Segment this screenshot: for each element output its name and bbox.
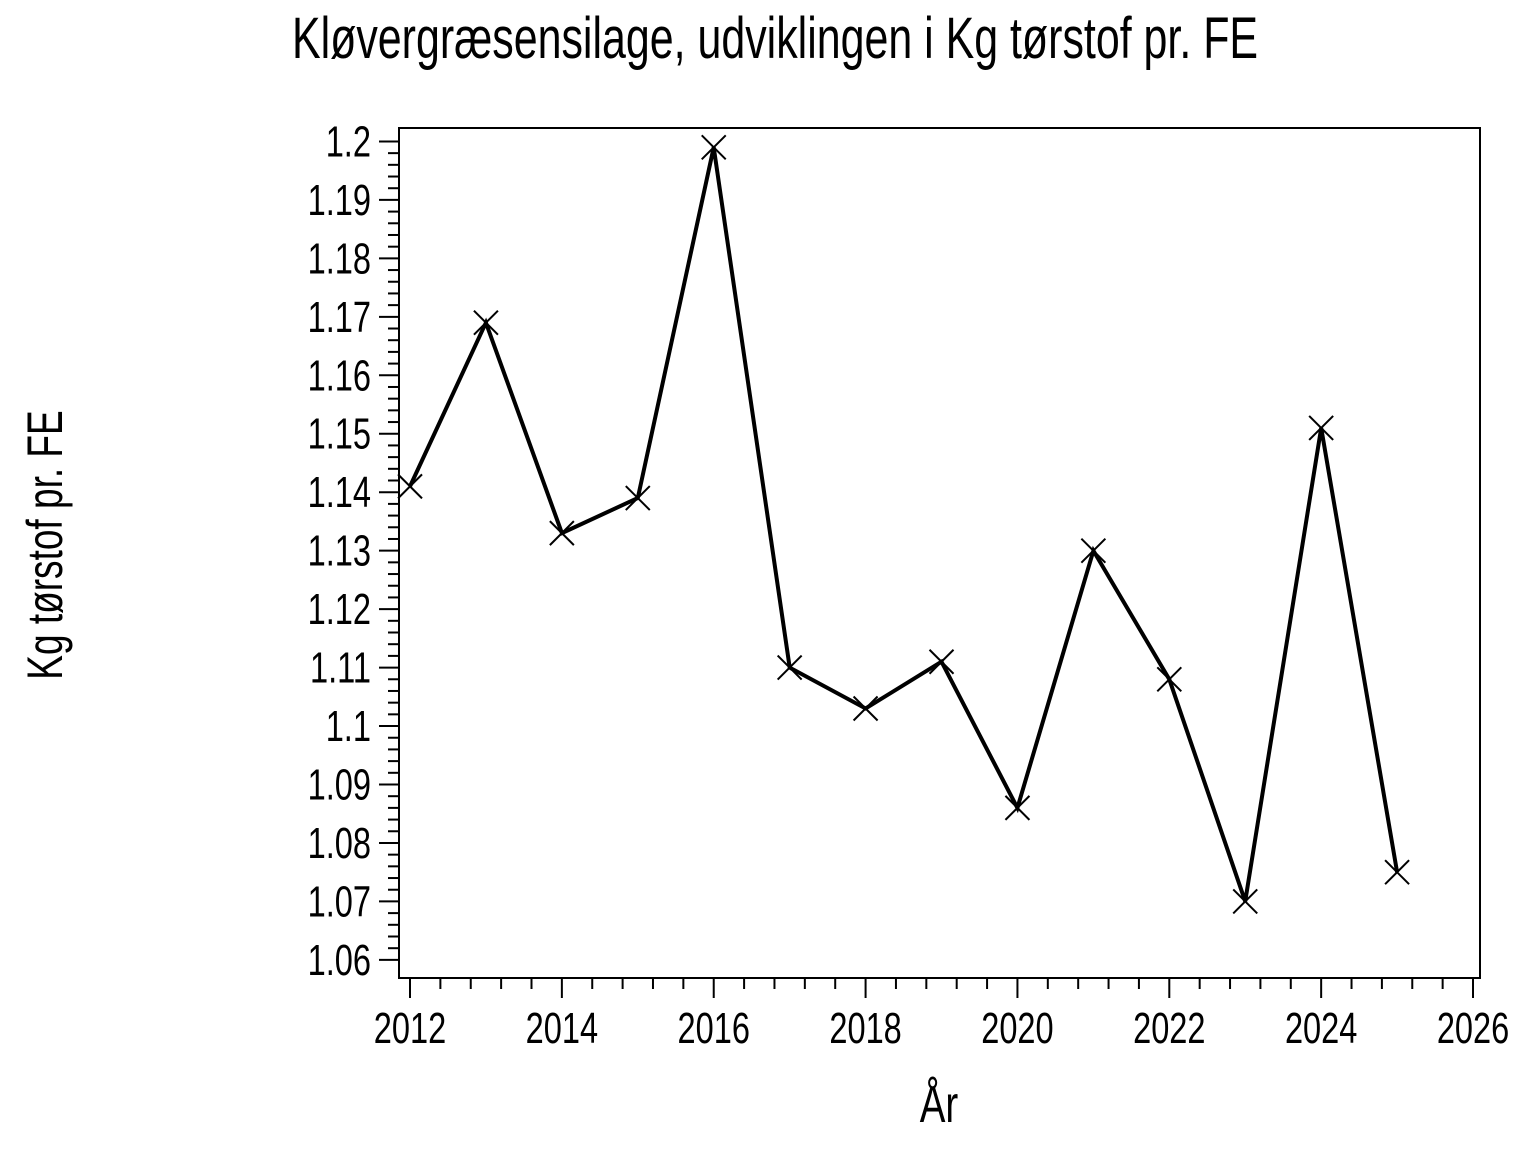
x-axis-tick-label: 2022	[1133, 1004, 1205, 1053]
x-axis-tick-label: 2024	[1285, 1004, 1357, 1053]
y-axis-tick-label: 1.17	[308, 293, 371, 342]
x-axis-title: År	[920, 1076, 959, 1134]
data-point-marker	[1080, 537, 1107, 564]
y-axis-tick-label: 1.11	[310, 644, 371, 693]
y-axis-tick-label: 1.2	[326, 117, 371, 166]
y-axis-title: Kg tørstof pr. FE	[17, 410, 73, 679]
x-axis-tick-label: 2020	[981, 1004, 1053, 1053]
y-axis-tick-label: 1.1	[326, 702, 371, 751]
data-point-marker	[1384, 859, 1410, 885]
x-axis-tick-label: 2026	[1437, 1004, 1509, 1053]
chart-title: Kløvergræsensilage, udviklingen i Kg tør…	[292, 6, 1258, 71]
x-axis-tick-label: 2016	[678, 1004, 750, 1053]
y-axis-tick-label: 1.12	[308, 585, 371, 634]
y-axis-tick-label: 1.18	[308, 234, 371, 283]
y-axis-tick-label: 1.19	[308, 176, 371, 225]
y-axis-tick-label: 1.14	[308, 468, 371, 517]
x-axis-tick-label: 2018	[829, 1004, 901, 1053]
y-axis-tick-label: 1.15	[308, 410, 371, 459]
data-point-marker	[473, 309, 499, 336]
x-axis-tick-label: 2012	[374, 1004, 446, 1053]
data-point-marker	[852, 695, 879, 722]
y-axis-tick-label: 1.08	[308, 819, 371, 868]
data-point-marker	[1308, 415, 1334, 441]
data-point-marker	[701, 134, 727, 160]
data-point-marker	[625, 485, 651, 511]
data-point-marker	[397, 473, 423, 500]
plot-frame	[398, 127, 1481, 979]
series-line	[408, 146, 1400, 903]
y-axis-tick-label: 1.07	[308, 877, 371, 926]
data-point-marker	[776, 654, 803, 681]
y-axis-tick-label: 1.16	[308, 351, 371, 400]
y-axis-tick-label: 1.13	[308, 527, 371, 576]
x-axis-tick-label: 2014	[526, 1004, 598, 1053]
data-point-marker	[1156, 666, 1183, 692]
data-point-marker	[928, 649, 955, 675]
data-point-marker	[1232, 888, 1258, 915]
y-axis-tick-label: 1.09	[308, 760, 371, 809]
data-point-marker	[549, 520, 575, 546]
y-axis-tick-label: 1.06	[308, 936, 371, 985]
data-point-marker	[1004, 795, 1031, 821]
